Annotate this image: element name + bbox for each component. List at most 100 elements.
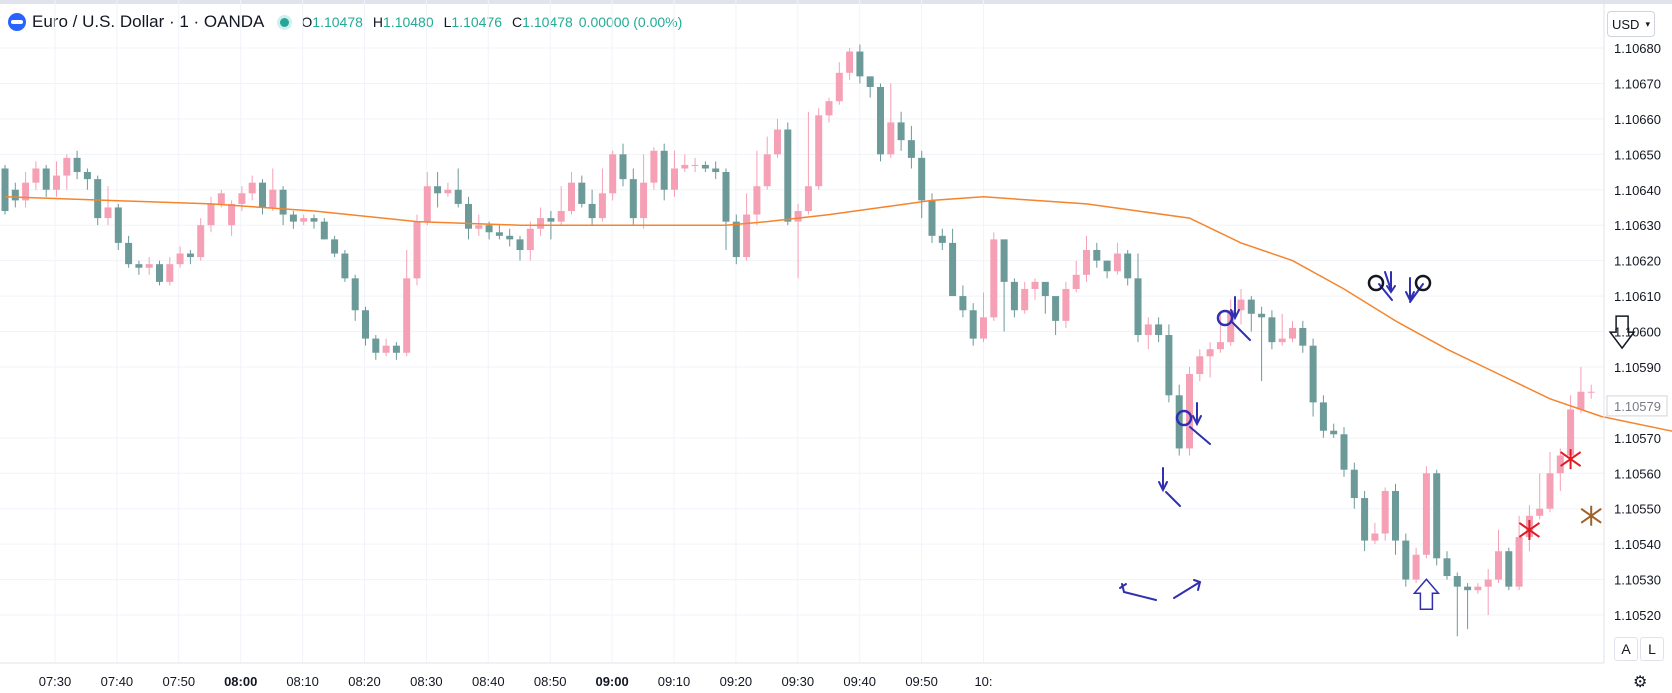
candle-body (681, 164, 689, 169)
auto-scale-button[interactable]: A (1614, 637, 1638, 661)
candle-body (1247, 299, 1255, 314)
candle-body (73, 157, 81, 173)
candle-body (1433, 473, 1441, 559)
price-tick-label: 1.10670 (1614, 76, 1661, 91)
candle-body (1556, 455, 1564, 474)
symbol-header: Euro / U.S. Dollar · 1 · OANDA O1.10478 … (8, 10, 682, 34)
log-scale-button[interactable]: L (1640, 637, 1664, 661)
candle-body (938, 235, 946, 243)
candle-body (588, 203, 596, 219)
time-tick-label: 08:10 (286, 674, 319, 689)
candle-body (835, 72, 843, 102)
candle-body (1134, 278, 1142, 336)
candle-body (959, 296, 967, 311)
candle-body (1000, 239, 1008, 282)
time-tick-label: 08:50 (534, 674, 567, 689)
candle-body (1103, 260, 1111, 272)
candle-body (454, 189, 462, 204)
candle-body (629, 179, 637, 219)
moving-average-line (4, 196, 1672, 432)
candle-body (1216, 342, 1224, 350)
candle-body (691, 164, 699, 166)
price-tick-label: 1.10590 (1614, 360, 1661, 375)
candle-body (743, 214, 751, 258)
hand-drawn-stroke (1173, 579, 1202, 599)
candle-body (1505, 551, 1513, 587)
time-tick-label: 08:40 (472, 674, 505, 689)
candle-body (660, 150, 668, 190)
candle-body (1443, 558, 1451, 577)
candle-body (1062, 288, 1070, 321)
candle-body (156, 264, 163, 282)
price-tick-label: 1.10550 (1614, 502, 1661, 517)
candle-body (1186, 374, 1193, 449)
currency-label: USD (1612, 16, 1640, 32)
log-scale-label: L (1648, 641, 1656, 657)
candle-body (32, 168, 40, 183)
candle-body (259, 182, 266, 208)
chevron-down-icon: ▾ (1645, 18, 1650, 29)
price-tick-label: 1.10530 (1614, 573, 1661, 588)
candle-body (1536, 508, 1544, 516)
price-tick-label: 1.10680 (1614, 41, 1661, 56)
candle-body (495, 232, 503, 236)
price-tick-label: 1.10560 (1614, 466, 1661, 481)
time-tick-label: 08:20 (348, 674, 381, 689)
candle-body (1021, 288, 1029, 311)
candle-body (362, 310, 369, 339)
candle-body (1392, 490, 1399, 541)
candle-body (774, 129, 781, 155)
candle-body (1041, 281, 1049, 297)
candle-body (1422, 473, 1430, 555)
candle-body (238, 193, 246, 204)
currency-select[interactable]: USD ▾ (1607, 11, 1655, 37)
candle-body (186, 253, 194, 258)
hand-drawn-stroke (1405, 277, 1424, 303)
candle-body (907, 140, 915, 158)
candles-layer (1, 44, 1595, 637)
open-label: O (301, 14, 313, 30)
grid-lines (0, 0, 1604, 663)
candle-body (1319, 402, 1327, 431)
candle-body (619, 154, 627, 180)
settings-icon[interactable]: ⚙ (1633, 674, 1648, 691)
candle-body (1546, 473, 1554, 509)
candle-body (1495, 551, 1502, 580)
cross-marker-icon (1518, 519, 1540, 540)
close-label: C (512, 14, 523, 30)
up-arrow-icon (1412, 578, 1441, 611)
candle-body (331, 239, 339, 254)
candle-body (176, 253, 184, 265)
candle-body (1299, 327, 1307, 346)
candle-body (1196, 356, 1204, 375)
candle-body (1113, 253, 1121, 272)
candle-body (763, 154, 771, 187)
low-label: L (443, 14, 452, 30)
close-value: 1.10478 (522, 14, 573, 30)
open-value: 1.10478 (312, 14, 363, 30)
candle-body (1052, 296, 1060, 321)
candle-body (701, 164, 709, 169)
candle-body (578, 182, 586, 204)
price-tick-label: 1.10620 (1614, 254, 1661, 269)
symbol-title[interactable]: Euro / U.S. Dollar · 1 · OANDA (32, 12, 265, 31)
candle-body (475, 225, 483, 229)
top-border (0, 0, 1672, 4)
candle-body (1567, 409, 1575, 456)
candle-body (949, 242, 957, 297)
hand-drawn-marks (1119, 271, 1432, 601)
hand-drawn-stroke (1378, 271, 1396, 301)
price-tick-label: 1.10630 (1614, 218, 1661, 233)
time-tick-label: 08:00 (224, 674, 257, 689)
auto-scale-label: A (1621, 641, 1631, 657)
candle-body (392, 345, 400, 353)
high-value: 1.10480 (383, 14, 434, 30)
circle-marker-icon (1175, 409, 1193, 427)
hand-drawn-stroke (1158, 467, 1181, 507)
candle-body (485, 225, 493, 233)
candle-body (712, 168, 720, 173)
candle-body (825, 101, 833, 116)
low-value: 1.10476 (451, 14, 503, 30)
candle-body (1371, 533, 1379, 541)
